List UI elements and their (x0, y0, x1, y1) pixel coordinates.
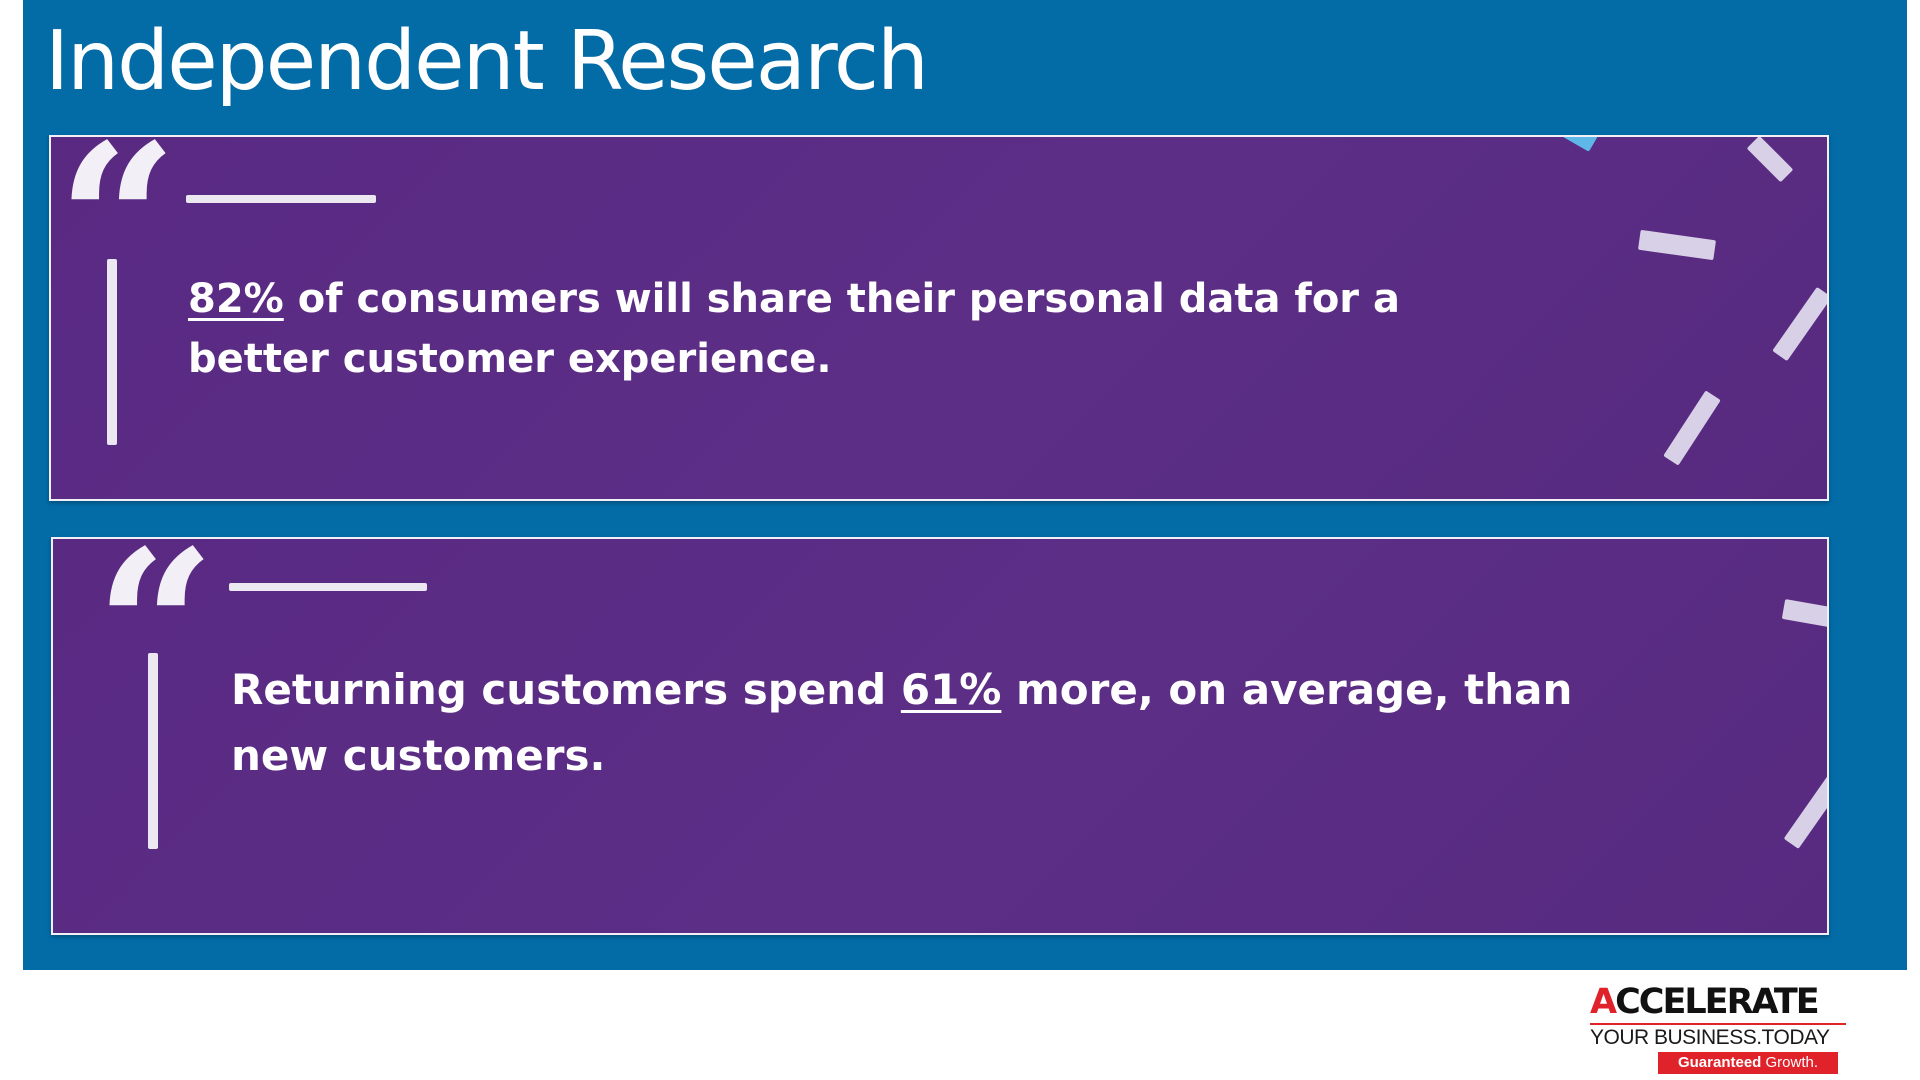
logo-subline: YOUR BUSINESS.TODAY (1590, 1026, 1830, 1049)
quote-text-1-body: of consumers will share their personal d… (188, 276, 1400, 382)
quote-text-2: Returning customers spend 61% more, on a… (231, 657, 1631, 789)
logo-wordmark: ACCELERATE (1590, 982, 1846, 1022)
slide-panel: Independent Research “ 82% of consumers … (23, 0, 1907, 970)
logo-accent-letter: A (1590, 982, 1617, 1022)
quote-text-1: 82% of consumers will share their person… (188, 269, 1518, 389)
confetti-shape (1772, 286, 1827, 362)
confetti-shape (1637, 229, 1717, 261)
quote-card-1: “ 82% of consumers will share their pers… (49, 135, 1829, 501)
logo-main-text: CCELERATE (1615, 982, 1820, 1022)
logo-rule (1590, 1023, 1846, 1025)
logo-tagline: Guaranteed Growth. (1658, 1052, 1838, 1074)
confetti-shape (1781, 599, 1827, 631)
logo-tag-bold: Guaranteed (1677, 1054, 1762, 1071)
quote-side-bar (107, 259, 117, 445)
quote-rule (229, 583, 427, 591)
logo-tag-rest: Growth. (1765, 1054, 1819, 1071)
quote-rule (186, 195, 376, 203)
quote-side-bar (148, 653, 158, 849)
slide-title: Independent Research (45, 14, 929, 109)
quote-icon: “ (57, 135, 178, 345)
confetti-shape (1663, 390, 1721, 466)
confetti-shape (1554, 137, 1598, 152)
quote-text-2-start: Returning customers spend (231, 665, 887, 714)
stat-82-percent: 82% (188, 276, 284, 322)
confetti-shape (1746, 137, 1794, 183)
stat-61-percent: 61% (900, 665, 1002, 714)
confetti-shape (1783, 773, 1827, 849)
quote-card-2: “ Returning customers spend 61% more, on… (51, 537, 1829, 935)
accelerate-logo: ACCELERATE YOUR BUSINESS.TODAY Guarantee… (1590, 982, 1846, 1074)
quote-text-2-end: more, on average, than new customers. (231, 665, 1573, 780)
